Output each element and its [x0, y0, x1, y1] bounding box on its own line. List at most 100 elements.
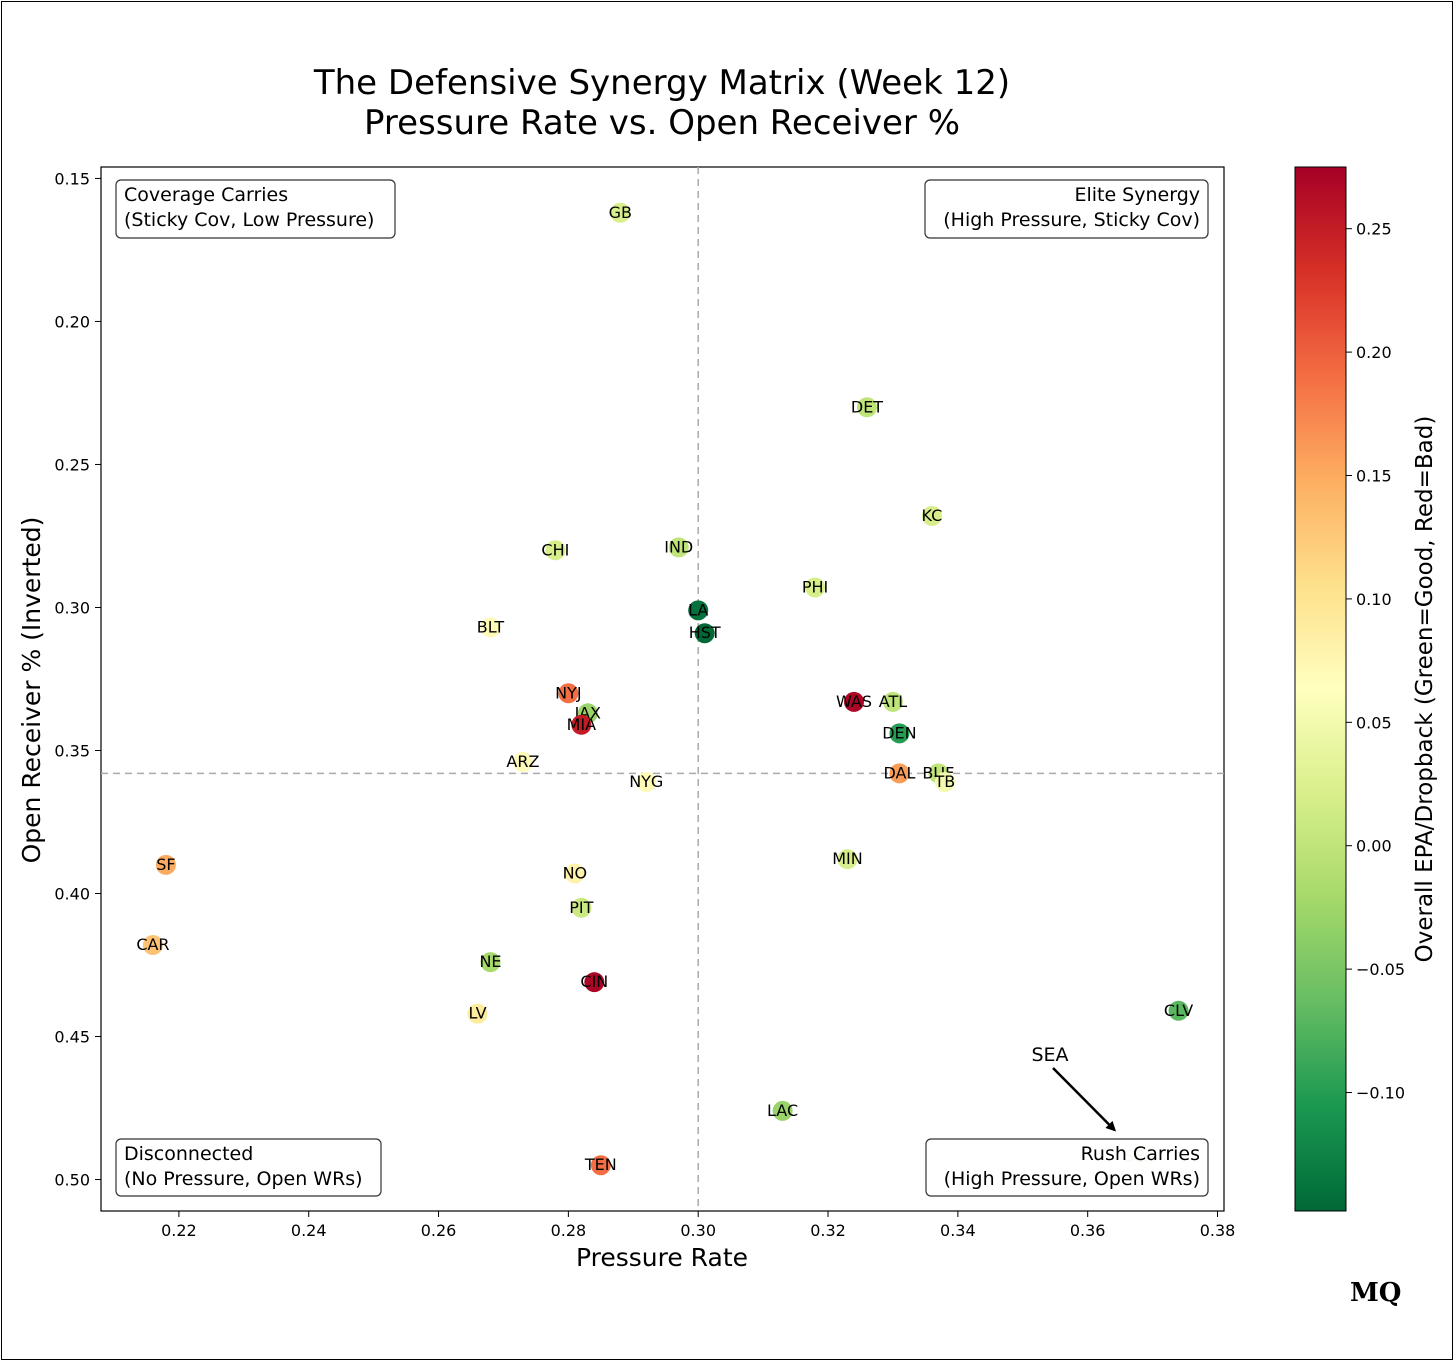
point-label-nyj: NYJ: [555, 683, 581, 702]
quadrant-box-top-right: [924, 179, 1209, 239]
y-tick-label: 0.50: [54, 1171, 90, 1190]
y-tick-label: 0.30: [54, 598, 90, 617]
x-tick-label: 0.22: [161, 1221, 197, 1240]
point-label-arz: ARZ: [506, 752, 539, 771]
point-pit[interactable]: [571, 897, 592, 918]
point-no[interactable]: [564, 863, 585, 884]
chart-title-line-1: The Defensive Synergy Matrix (Week 12): [313, 63, 1010, 103]
colorbar-tick-label: 0.10: [1356, 590, 1392, 609]
colorbar: −0.10 −0.05 0.00 0.05 0.10 0.15 0.20 0.25: [1294, 166, 1405, 1212]
point-label-ten: TEN: [584, 1155, 617, 1174]
point-label-cin: CIN: [580, 972, 608, 991]
point-label-sf: SF: [156, 855, 175, 874]
x-tick-label: 0.38: [1200, 1221, 1236, 1240]
colorbar-tick-label: 0.15: [1356, 467, 1392, 486]
point-label-ind: IND: [664, 537, 693, 556]
point-label-hst: HST: [689, 623, 721, 642]
point-gb[interactable]: [610, 202, 631, 223]
point-label-clv: CLV: [1164, 1001, 1193, 1020]
quadrant-text-top-left: (Sticky Cov, Low Pressure): [124, 209, 374, 231]
colorbar-tick-label: 0.00: [1356, 837, 1392, 856]
colorbar-gradient: [1294, 166, 1347, 1212]
annotation-label: SEA: [1031, 1044, 1068, 1066]
x-tick-label: 0.28: [551, 1221, 587, 1240]
plot-area: 0.22 0.24 0.26 0.28 0.30 0.32 0.34 0.36 0.38 0.15…: [54, 166, 1236, 1240]
point-car[interactable]: [142, 934, 163, 955]
point-den[interactable]: [889, 723, 910, 744]
point-label-den: DEN: [882, 723, 916, 742]
chart-title-line-2: Pressure Rate vs. Open Receiver %: [364, 103, 960, 143]
point-arz[interactable]: [512, 751, 533, 772]
annotation-arrow: [1052, 1067, 1117, 1132]
plot-frame: [100, 166, 1225, 1212]
quadrant-text-bottom-right: Rush Carries: [1081, 1143, 1200, 1165]
colorbar-tick-label: 0.05: [1356, 713, 1392, 732]
point-label-chi: CHI: [541, 540, 569, 559]
y-axis-label: Open Receiver % (Inverted): [17, 517, 46, 864]
point-was[interactable]: [843, 691, 864, 712]
point-label-det: DET: [851, 397, 883, 416]
point-kc[interactable]: [921, 505, 942, 526]
quadrant-box-bottom-left: [115, 1138, 382, 1197]
y-tick-label: 0.35: [54, 741, 90, 760]
point-label-was: WAS: [836, 692, 872, 711]
point-label-atl: ATL: [879, 692, 907, 711]
quadrant-text-bottom-left: (No Pressure, Open WRs): [124, 1168, 363, 1190]
point-lv[interactable]: [467, 1003, 488, 1024]
point-label-no: NO: [563, 863, 588, 882]
x-tick-label: 0.32: [810, 1221, 846, 1240]
point-label-lv: LV: [468, 1004, 486, 1023]
quadrant-box-bottom-right: [925, 1138, 1209, 1197]
x-tick-label: 0.26: [421, 1221, 457, 1240]
point-nyg[interactable]: [636, 771, 657, 792]
x-axis-label: Pressure Rate: [576, 1243, 748, 1272]
point-label-tb: TB: [933, 772, 955, 791]
colorbar-tick-label: 0.20: [1356, 343, 1392, 362]
point-lac[interactable]: [772, 1100, 793, 1121]
y-tick-label: 0.45: [54, 1028, 90, 1047]
watermark-logo: MQ: [1350, 1278, 1401, 1308]
point-la[interactable]: [688, 600, 709, 621]
point-label-la: LA: [688, 600, 708, 619]
point-label-nyg: NYG: [629, 772, 663, 791]
point-label-pit: PIT: [569, 898, 593, 917]
point-min[interactable]: [837, 849, 858, 870]
point-atl[interactable]: [882, 691, 903, 712]
point-dal[interactable]: [889, 763, 910, 784]
point-chi[interactable]: [545, 540, 566, 561]
y-tick-label: 0.25: [54, 455, 90, 474]
y-tick-label: 0.40: [54, 885, 90, 904]
quadrant-text-top-right: (High Pressure, Sticky Cov): [943, 209, 1200, 231]
point-sf[interactable]: [155, 854, 176, 875]
point-tb[interactable]: [934, 771, 955, 792]
point-label-phi: PHI: [802, 577, 828, 596]
point-label-blt: BLT: [477, 618, 505, 637]
point-det[interactable]: [856, 397, 877, 418]
quadrant-text-bottom-right: (High Pressure, Open WRs): [944, 1168, 1200, 1190]
point-ind[interactable]: [668, 537, 689, 558]
x-tick-label: 0.34: [940, 1221, 976, 1240]
quadrant-text-top-right: Elite Synergy: [1074, 184, 1200, 206]
x-tick-label: 0.24: [291, 1221, 327, 1240]
colorbar-tick-label: −0.05: [1356, 960, 1405, 979]
point-label-car: CAR: [136, 935, 169, 954]
y-tick-label: 0.20: [54, 312, 90, 331]
x-tick-label: 0.36: [1070, 1221, 1106, 1240]
point-label-kc: KC: [921, 506, 942, 525]
quadrant-text-bottom-left: Disconnected: [124, 1143, 253, 1165]
colorbar-tick-label: −0.10: [1356, 1084, 1405, 1103]
point-label-ne: NE: [479, 952, 501, 971]
point-ten[interactable]: [590, 1155, 611, 1176]
y-tick-label: 0.15: [54, 169, 90, 188]
point-mia[interactable]: [571, 714, 592, 735]
point-clv[interactable]: [1168, 1000, 1189, 1021]
colorbar-tick-label: 0.25: [1356, 220, 1392, 239]
point-hst[interactable]: [694, 623, 715, 644]
point-nyj[interactable]: [558, 683, 579, 704]
point-ne[interactable]: [480, 952, 501, 973]
point-blt[interactable]: [480, 617, 501, 638]
point-cin[interactable]: [584, 972, 605, 993]
point-phi[interactable]: [805, 577, 826, 598]
